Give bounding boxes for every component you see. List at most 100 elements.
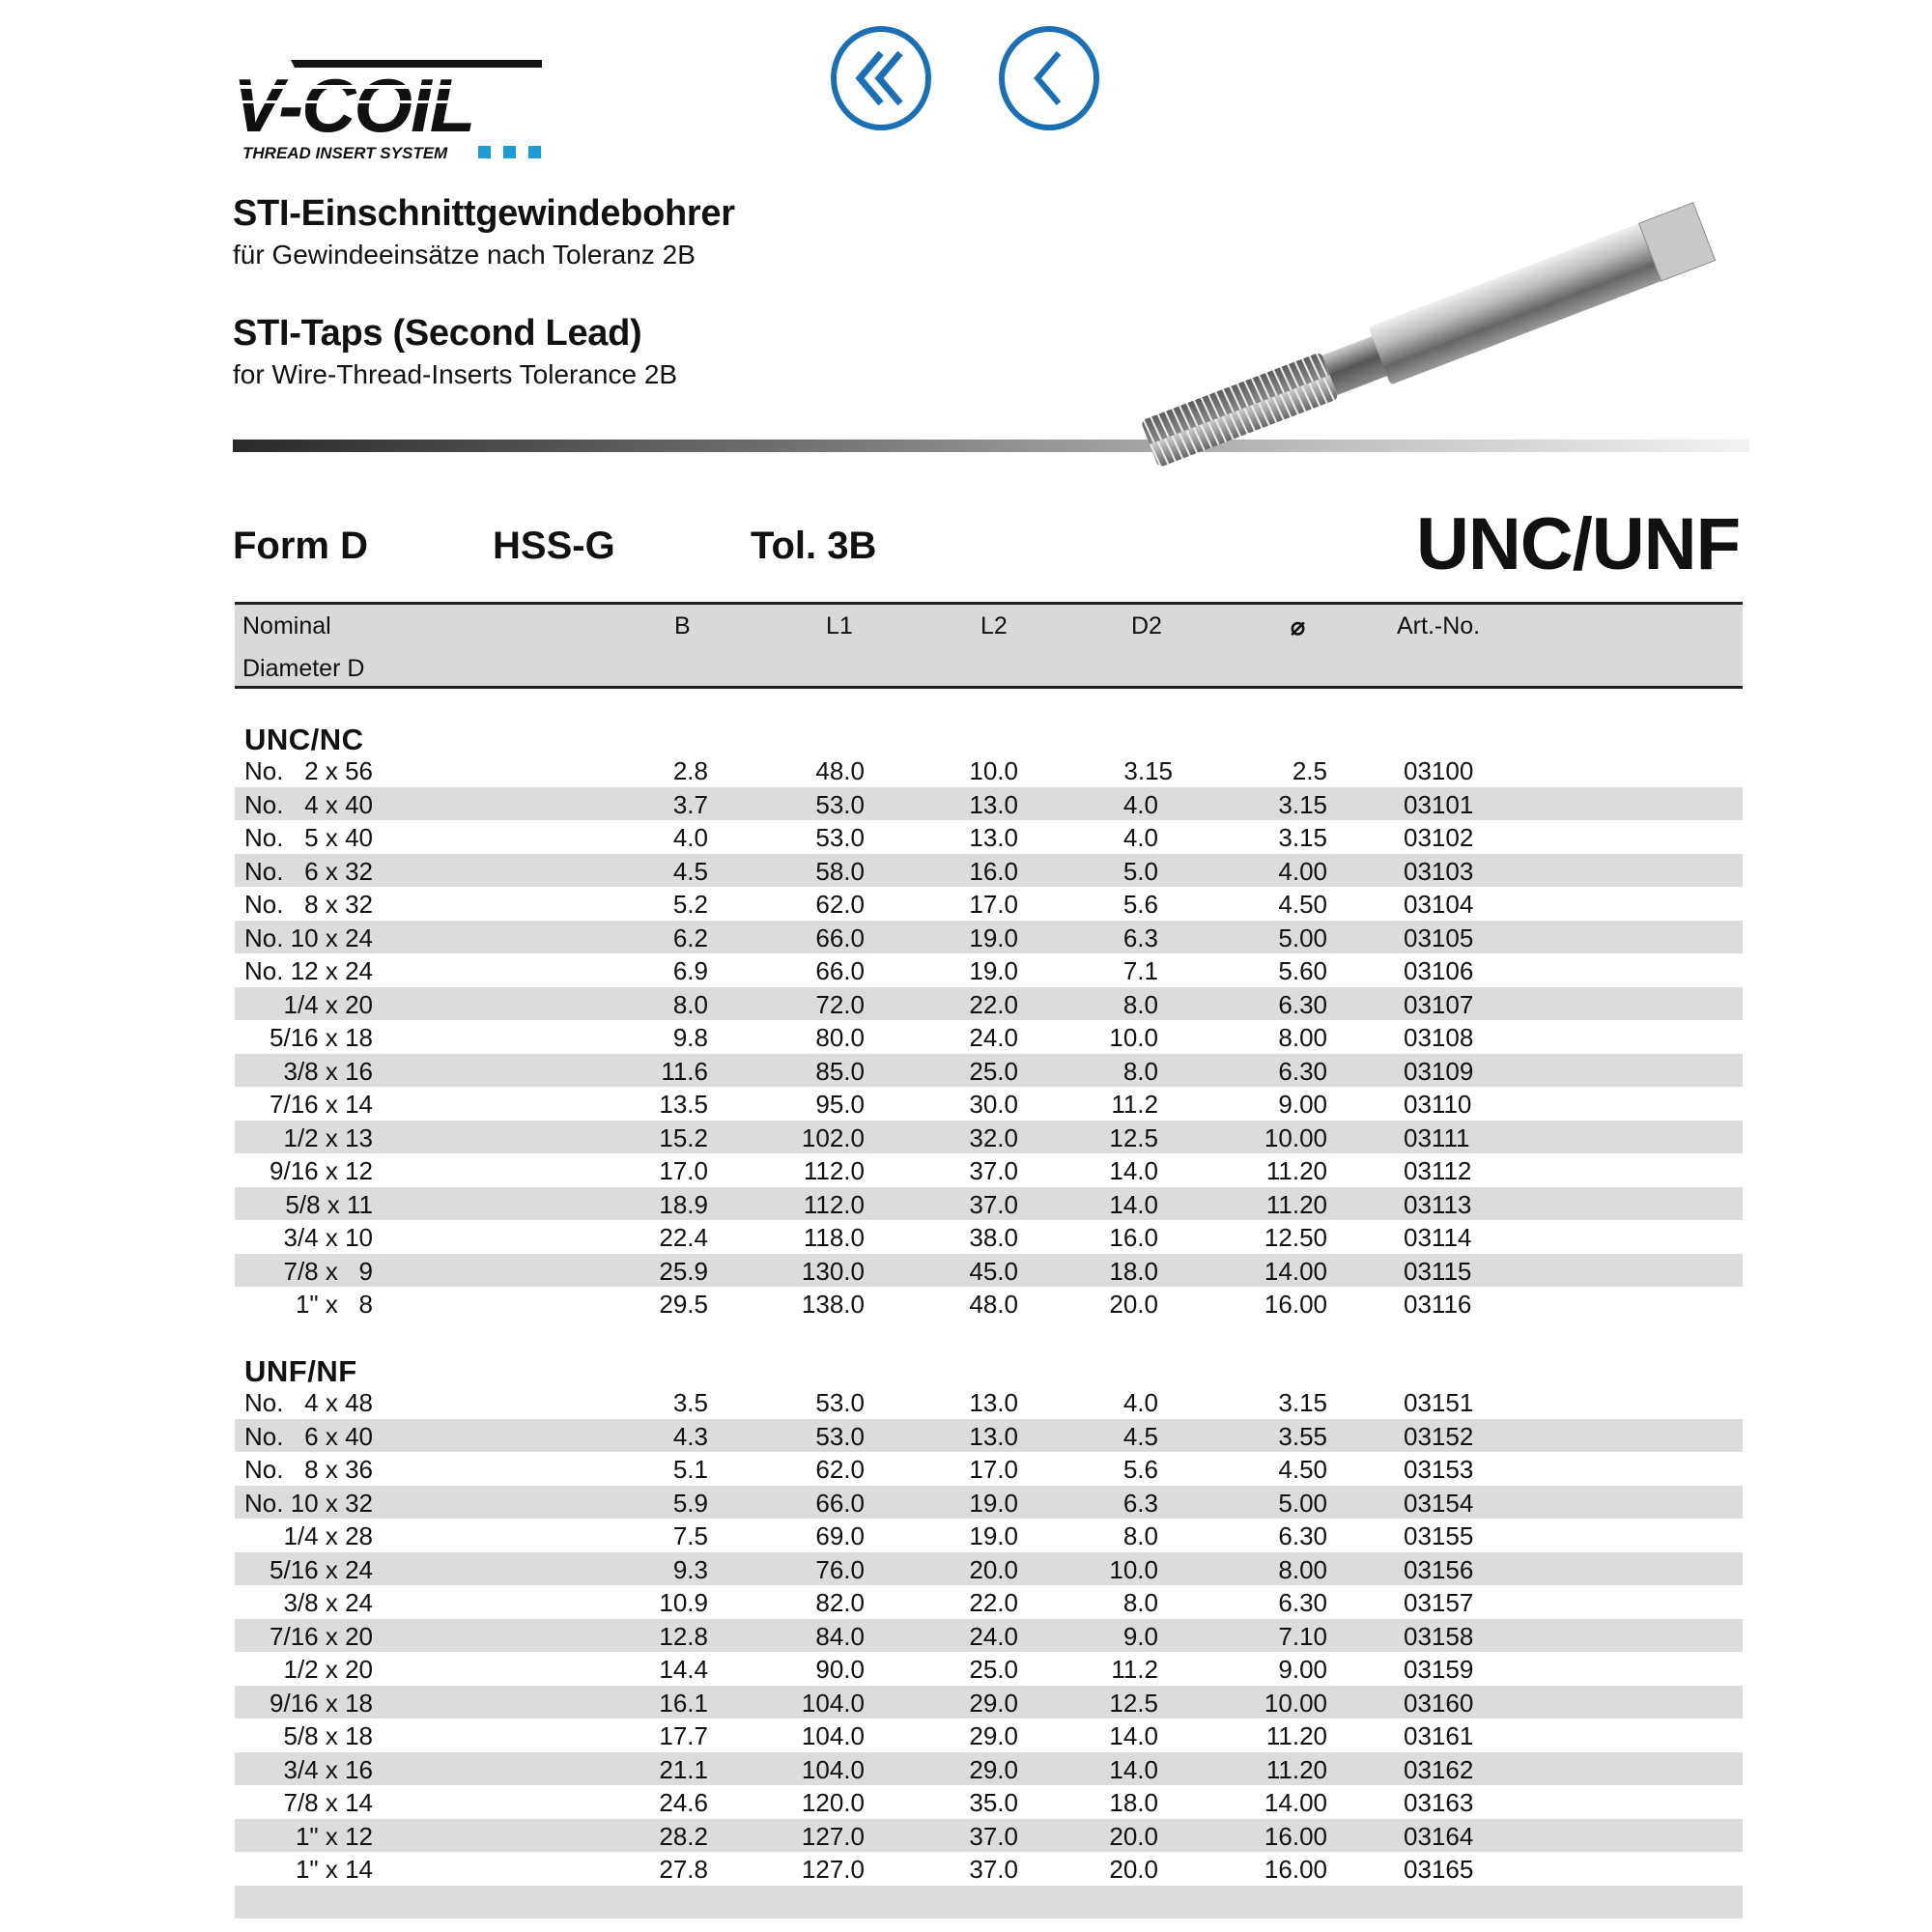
cell-square: 6.30: [1278, 1056, 1327, 1086]
cell-l2: 37.0: [969, 1855, 1018, 1884]
cell-l1: 66.0: [815, 1488, 865, 1518]
section-title: UNC/NC: [244, 723, 364, 756]
cell-nominal: 5 x 40: [304, 823, 373, 852]
cell-d2: 14.0: [1109, 1754, 1158, 1784]
cell-prefix: No.: [244, 856, 284, 886]
cell-l2: 30.0: [969, 1090, 1018, 1119]
cell-b: 17.0: [659, 1156, 708, 1185]
cell-l2: 22.0: [969, 1588, 1018, 1617]
header-b: B: [674, 612, 691, 639]
cell-nominal: 7/16 x 20: [270, 1621, 373, 1651]
cell-square: 10.00: [1264, 1122, 1327, 1152]
cell-d2: 20.0: [1109, 1855, 1158, 1884]
cell-l2: 25.0: [969, 1056, 1018, 1086]
cell-l2: 19.0: [969, 1488, 1018, 1518]
table-row: No. 10 x 24 6.2 66.0 19.0 6.3 5.00 03105: [235, 920, 1743, 953]
gradient-divider: [233, 440, 1749, 452]
cell-d2: 8.0: [1122, 1588, 1158, 1617]
header-square-icon: ⌀: [1291, 613, 1306, 640]
cell-l1: 85.0: [815, 1056, 865, 1086]
table-row: No. 8 x 32 5.2 62.0 17.0 5.6 4.50 03104: [235, 887, 1743, 920]
header-diameter: Diameter D: [242, 655, 365, 682]
cell-square: 3.15: [1278, 823, 1327, 852]
cell-b: 4.5: [672, 856, 708, 886]
cell-art-no: 03105: [1404, 923, 1474, 952]
cell-l1: 112.0: [803, 1156, 865, 1185]
cell-l1: 76.0: [815, 1554, 865, 1584]
header-art-no: Art.-No.: [1397, 612, 1481, 639]
cell-b: 6.2: [672, 923, 708, 952]
cell-b: 4.0: [672, 823, 708, 852]
cell-art-no: 03157: [1404, 1588, 1474, 1617]
cell-art-no: 03113: [1404, 1189, 1472, 1219]
cell-l1: 138.0: [801, 1290, 865, 1319]
chevron-left-icon: [999, 26, 1099, 130]
cell-square: 16.00: [1264, 1290, 1327, 1319]
cell-square: 11.20: [1265, 1156, 1327, 1185]
table-row: 3/8 x 16 11.6 85.0 25.0 8.0 6.30 03109: [235, 1053, 1743, 1087]
table-row: 1" x 14 27.8 127.0 37.0 20.0 16.00 03165: [235, 1852, 1743, 1885]
cell-d2: 14.0: [1109, 1189, 1158, 1219]
cell-d2: 6.3: [1122, 923, 1158, 952]
back-button[interactable]: [997, 26, 1101, 130]
cell-b: 29.5: [659, 1290, 708, 1319]
cell-d2: 4.0: [1122, 1388, 1158, 1417]
cell-d2: 6.3: [1122, 1488, 1158, 1518]
svg-text:V-COIL: V-COIL: [233, 63, 473, 148]
cell-nominal: 1" x 12: [295, 1821, 373, 1851]
cell-square: 9.00: [1278, 1655, 1327, 1684]
v-coil-logo: V-COIL THREAD INSERT SYSTEM: [233, 60, 542, 162]
cell-nominal: 1" x 14: [295, 1855, 373, 1884]
cell-b: 5.2: [672, 890, 708, 919]
cell-square: 5.60: [1278, 956, 1327, 985]
cell-nominal: 3/4 x 16: [283, 1754, 373, 1784]
material-label: HSS-G: [493, 525, 615, 567]
cell-b: 5.1: [672, 1455, 708, 1484]
cell-art-no: 03103: [1404, 856, 1474, 886]
cell-nominal: 5/16 x 24: [270, 1554, 373, 1584]
cell-b: 13.5: [659, 1090, 708, 1119]
cell-d2: 4.5: [1122, 1421, 1158, 1451]
cell-prefix: No.: [244, 956, 284, 985]
cell-nominal: 3/8 x 24: [283, 1588, 373, 1617]
cell-nominal: 4 x 48: [304, 1388, 373, 1417]
cell-art-no: 03112: [1404, 1156, 1472, 1185]
cell-art-no: 03116: [1404, 1290, 1472, 1319]
cell-prefix: No.: [244, 923, 284, 952]
table-row: 7/8 x 9 25.9 130.0 45.0 18.0 14.00 03115: [235, 1253, 1743, 1287]
cell-prefix: No.: [244, 756, 284, 785]
subtitle-german: für Gewindeeinsätze nach Toleranz 2B: [233, 240, 696, 270]
cell-nominal: 8 x 36: [304, 1455, 373, 1484]
cell-b: 18.9: [659, 1189, 708, 1219]
cell-b: 8.0: [672, 989, 708, 1019]
table-row: 3/4 x 16 21.1 104.0 29.0 14.0 11.20 03162: [235, 1751, 1743, 1785]
table-row: 5/16 x 24 9.3 76.0 20.0 10.0 8.00 03156: [235, 1551, 1743, 1585]
cell-nominal: 10 x 32: [290, 1488, 373, 1518]
first-page-button[interactable]: [829, 26, 933, 130]
table-row: No. 10 x 32 5.9 66.0 19.0 6.3 5.00 03154: [235, 1485, 1743, 1519]
cell-l2: 19.0: [969, 956, 1018, 985]
cell-d2: 20.0: [1109, 1290, 1158, 1319]
cell-l1: 112.0: [803, 1189, 865, 1219]
cell-l1: 48.0: [815, 756, 865, 785]
cell-nominal: 7/8 x 9: [283, 1256, 374, 1286]
cell-prefix: No.: [244, 1421, 284, 1451]
table-row: No. 8 x 36 5.1 62.0 17.0 5.6 4.50 03153: [235, 1452, 1743, 1485]
cell-l2: 24.0: [969, 1621, 1018, 1651]
cell-l2: 25.0: [969, 1655, 1018, 1684]
cell-art-no: 03151: [1404, 1388, 1474, 1417]
cell-art-no: 03159: [1404, 1655, 1474, 1684]
cell-b: 9.3: [672, 1554, 708, 1584]
cell-b: 11.6: [661, 1056, 708, 1086]
cell-l1: 53.0: [815, 1388, 865, 1417]
cell-b: 4.3: [672, 1421, 708, 1451]
table-row: 1" x 12 28.2 127.0 37.0 20.0 16.00 03164: [235, 1818, 1743, 1852]
table-row: 3/4 x 10 22.4 118.0 38.0 16.0 12.50 03114: [235, 1220, 1743, 1253]
cell-art-no: 03114: [1404, 1223, 1472, 1252]
cell-d2: 11.2: [1111, 1655, 1158, 1684]
cell-d2: 8.0: [1122, 989, 1158, 1019]
cell-art-no: 03160: [1404, 1688, 1474, 1718]
cell-l1: 62.0: [815, 890, 865, 919]
table-row: No. 6 x 32 4.5 58.0 16.0 5.0 4.00 03103: [235, 853, 1743, 887]
cell-l2: 13.0: [969, 1388, 1018, 1417]
